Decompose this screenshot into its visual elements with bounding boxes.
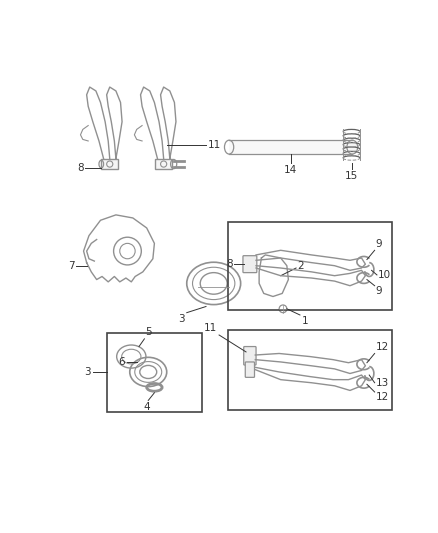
Text: 8: 8 [77, 163, 84, 173]
Text: 8: 8 [226, 259, 233, 269]
Polygon shape [229, 140, 352, 154]
Text: 3: 3 [85, 367, 91, 377]
Text: 11: 11 [204, 324, 218, 334]
Text: 12: 12 [375, 342, 389, 352]
FancyBboxPatch shape [243, 256, 257, 273]
Text: 2: 2 [298, 262, 304, 271]
Text: 9: 9 [375, 286, 382, 296]
Bar [107, 334, 202, 412]
Bar [155, 159, 172, 169]
FancyBboxPatch shape [244, 346, 256, 365]
Text: 5: 5 [145, 327, 152, 337]
Text: 11: 11 [208, 140, 221, 150]
Text: 6: 6 [119, 357, 125, 367]
FancyBboxPatch shape [245, 362, 254, 377]
Text: 15: 15 [345, 171, 358, 181]
Text: 9: 9 [375, 239, 382, 249]
Text: 10: 10 [378, 270, 391, 280]
Text: 14: 14 [284, 165, 297, 175]
Bar [228, 329, 392, 410]
Ellipse shape [347, 140, 358, 154]
Text: 4: 4 [143, 402, 150, 412]
Text: 1: 1 [301, 316, 308, 326]
Text: 13: 13 [375, 378, 389, 387]
Text: 7: 7 [68, 262, 74, 271]
Text: 12: 12 [375, 392, 389, 402]
Bar [101, 159, 118, 169]
Bar [228, 222, 392, 310]
Text: 3: 3 [179, 314, 185, 324]
